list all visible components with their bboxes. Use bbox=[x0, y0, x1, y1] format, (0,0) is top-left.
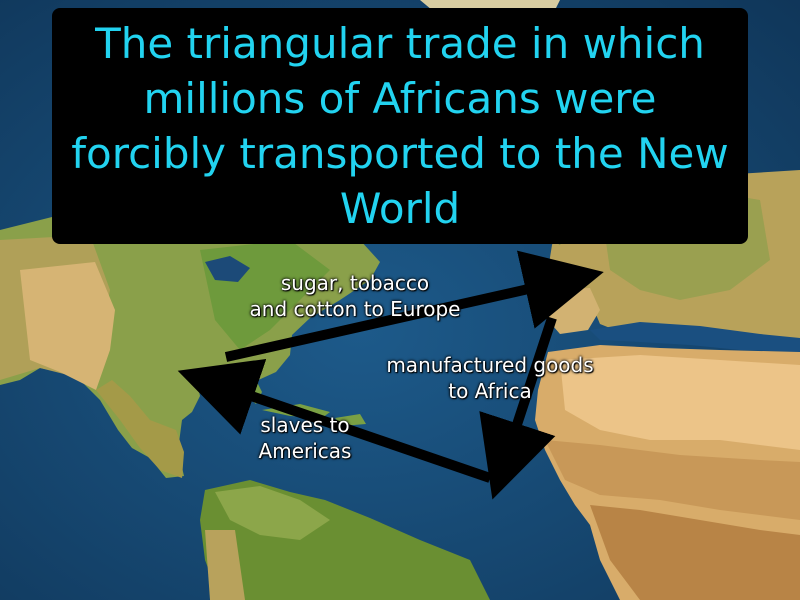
route-label-to-europe: sugar, tobacco and cotton to Europe bbox=[249, 271, 461, 321]
great-lakes bbox=[205, 256, 250, 282]
arrow-americas-to-europe bbox=[224, 250, 604, 362]
arrow-africa-to-americas bbox=[177, 358, 492, 483]
route-label-to-africa: manufactured goods to Africa bbox=[386, 353, 594, 403]
north-america-southwest bbox=[20, 262, 115, 390]
west-africa-forest bbox=[590, 505, 800, 600]
mediterranean bbox=[590, 322, 800, 352]
mexico bbox=[96, 380, 184, 478]
south-america-north bbox=[215, 486, 330, 540]
sahara bbox=[560, 355, 800, 450]
south-america-highlands bbox=[205, 530, 245, 600]
sahel bbox=[545, 440, 800, 520]
arrow-europe-to-africa bbox=[479, 316, 557, 500]
title-box: The triangular trade in which millions o… bbox=[52, 8, 748, 244]
route-label-to-americas: slaves to Americas bbox=[258, 413, 352, 463]
title-text: The triangular trade in which millions o… bbox=[71, 19, 729, 233]
